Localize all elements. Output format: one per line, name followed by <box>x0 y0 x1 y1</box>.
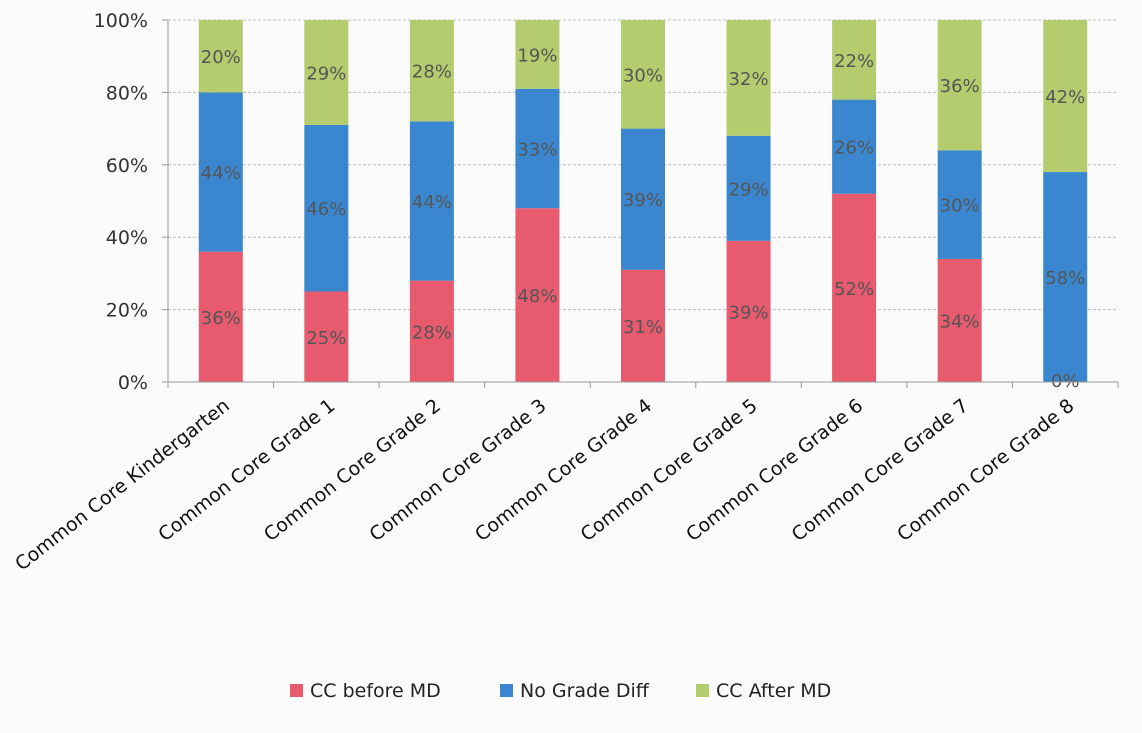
data-label: 22% <box>834 51 874 72</box>
x-tick-label: Common Core Grade 3 <box>365 395 550 546</box>
bar-segment <box>198 251 243 382</box>
data-label: 29% <box>729 179 769 200</box>
x-tick-label: Common Core Grade 7 <box>788 395 973 546</box>
bar-segment <box>621 269 665 382</box>
bar-segment <box>304 124 349 292</box>
data-label: 39% <box>623 190 663 211</box>
bar-segment <box>1043 172 1088 382</box>
bar-segment <box>726 240 771 382</box>
data-label: 58% <box>1045 268 1085 289</box>
bar-segment <box>937 150 982 259</box>
data-label: 34% <box>940 311 980 332</box>
data-label: 19% <box>517 45 557 66</box>
y-tick-label: 40% <box>106 227 148 249</box>
legend-item: CC After MD <box>696 680 831 702</box>
data-label: 26% <box>834 138 874 159</box>
bar-segment <box>937 20 982 151</box>
x-tick-label: Common Core Grade 8 <box>893 395 1078 546</box>
legend: CC before MD No Grade Diff CC After MD <box>290 680 831 702</box>
data-labels: 36% 44% 20% 25% 46% 29% 28% 44% 28% 48% 33% 19% 31% 3… <box>201 45 1085 392</box>
legend-label: No Grade Diff <box>520 680 650 702</box>
data-label: 20% <box>201 47 241 68</box>
x-tick-label: Common Core Grade 6 <box>682 395 867 546</box>
data-label: 30% <box>940 196 980 217</box>
bar-segment <box>832 20 877 100</box>
data-label: 52% <box>834 279 874 300</box>
bar-segment <box>621 128 665 270</box>
bar-segment <box>515 20 560 89</box>
legend-item: CC before MD <box>290 680 441 702</box>
data-label: 32% <box>729 69 769 90</box>
bar-segment <box>409 280 454 382</box>
legend-label: CC before MD <box>310 680 441 702</box>
y-tick-label: 80% <box>106 82 148 104</box>
data-label: 42% <box>1045 87 1085 108</box>
bar-segment <box>409 20 454 122</box>
x-tick-label: Common Core Grade 1 <box>154 395 339 546</box>
y-tick-label: 60% <box>106 155 148 177</box>
bar-segment <box>515 88 560 209</box>
legend-label: CC After MD <box>716 680 831 702</box>
bar-segment <box>198 92 243 252</box>
bar-segment <box>198 20 243 93</box>
data-label: 44% <box>201 163 241 184</box>
bar-segment <box>832 193 877 382</box>
bar-segment <box>1043 20 1088 173</box>
bar-segment <box>937 258 982 382</box>
data-label: 44% <box>412 192 452 213</box>
y-tick-label: 100% <box>94 10 148 32</box>
data-label: 28% <box>412 322 452 343</box>
data-label: 46% <box>306 199 346 220</box>
data-label: 48% <box>517 286 557 307</box>
bar-segment <box>726 135 771 241</box>
bar-segment <box>515 208 560 382</box>
bar-segment <box>304 20 349 125</box>
legend-item: No Grade Diff <box>500 680 650 702</box>
data-label: 39% <box>729 302 769 323</box>
bar-segment <box>832 99 877 194</box>
bar-segment <box>409 121 454 281</box>
x-tick-label: Common Core Grade 2 <box>260 395 445 546</box>
data-label: 29% <box>306 63 346 84</box>
data-label: 28% <box>412 62 452 83</box>
bars <box>198 20 1088 382</box>
x-tick-label: Common Core Grade 4 <box>471 395 656 546</box>
data-label: 36% <box>201 308 241 329</box>
legend-swatch <box>500 684 513 697</box>
legend-swatch <box>290 684 303 697</box>
data-label: 31% <box>623 317 663 338</box>
y-tick-label: 0% <box>118 372 148 394</box>
data-label: 25% <box>306 328 346 349</box>
data-label: 36% <box>940 76 980 97</box>
legend-swatch <box>696 684 709 697</box>
y-tick-label: 20% <box>106 300 148 322</box>
x-tick-label: Common Core Grade 5 <box>577 395 762 546</box>
x-tick-label: Common Core Kindergarten <box>11 395 234 576</box>
data-label: 33% <box>517 140 557 161</box>
data-label: 30% <box>623 65 663 86</box>
bar-segment <box>726 20 771 136</box>
y-axis: 0% 20% 40% 60% 80% 100% <box>94 10 169 394</box>
bar-segment <box>304 291 349 382</box>
bar-segment <box>621 20 665 129</box>
